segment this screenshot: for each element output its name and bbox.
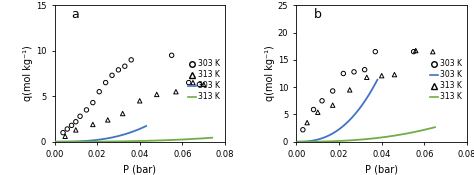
- Point: [196, 83, 203, 86]
- Point: [72, 128, 80, 131]
- Point: [378, 74, 385, 77]
- Point: [102, 81, 109, 84]
- Point: [372, 50, 379, 53]
- Point: [363, 76, 371, 79]
- Point: [108, 74, 116, 77]
- Point: [68, 124, 75, 127]
- Point: [314, 111, 321, 114]
- Point: [72, 120, 80, 123]
- Y-axis label: q(mol kg⁻¹): q(mol kg⁻¹): [265, 46, 275, 101]
- Point: [115, 68, 122, 71]
- Point: [299, 128, 307, 131]
- X-axis label: P (bar): P (bar): [123, 165, 156, 175]
- Point: [172, 90, 180, 93]
- Point: [346, 89, 354, 91]
- Text: b: b: [313, 8, 321, 20]
- Point: [361, 68, 368, 71]
- Point: [310, 108, 317, 111]
- Point: [64, 128, 71, 130]
- Y-axis label: q(mol kg⁻¹): q(mol kg⁻¹): [23, 46, 33, 101]
- X-axis label: P (bar): P (bar): [365, 165, 398, 175]
- Point: [329, 104, 337, 107]
- Point: [318, 99, 326, 102]
- Point: [153, 93, 161, 96]
- Point: [339, 72, 347, 75]
- Point: [104, 118, 111, 121]
- Legend: 303 K, 313 K, 303 K, 313 K: 303 K, 313 K, 303 K, 313 K: [187, 59, 221, 102]
- Point: [119, 112, 127, 115]
- Text: a: a: [72, 8, 79, 20]
- Point: [76, 115, 84, 118]
- Point: [185, 81, 192, 84]
- Legend: 303 K, 303 K, 313 K, 313 K: 303 K, 303 K, 313 K, 313 K: [429, 59, 463, 102]
- Point: [89, 123, 97, 126]
- Point: [95, 90, 103, 93]
- Point: [59, 131, 67, 134]
- Point: [391, 73, 398, 76]
- Point: [303, 121, 311, 124]
- Point: [200, 83, 208, 86]
- Point: [89, 101, 97, 104]
- Point: [82, 108, 90, 111]
- Point: [128, 58, 135, 61]
- Point: [168, 54, 175, 57]
- Point: [412, 49, 419, 52]
- Point: [61, 135, 69, 138]
- Point: [429, 50, 437, 53]
- Point: [136, 99, 144, 102]
- Point: [121, 65, 128, 68]
- Point: [410, 50, 418, 53]
- Point: [189, 81, 197, 84]
- Point: [329, 90, 337, 92]
- Point: [350, 71, 358, 73]
